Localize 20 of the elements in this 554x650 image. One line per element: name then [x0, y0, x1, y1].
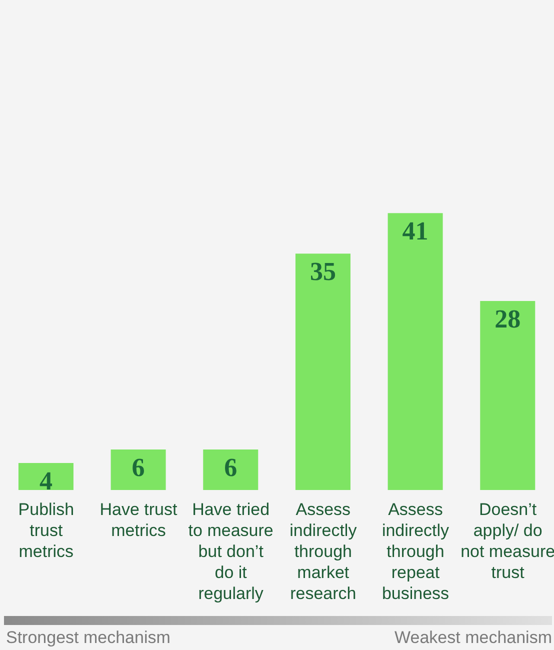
data-label: 6: [132, 452, 145, 482]
text: Weakest mechanism: [394, 628, 552, 648]
bar: [295, 254, 350, 490]
data-label: 6: [224, 452, 238, 482]
data-label: 35: [310, 257, 336, 286]
bar: [18, 462, 74, 490]
bar: [203, 449, 258, 490]
bar: [388, 213, 443, 490]
x-tick-label: Doesn’t apply/ do not measure trust: [460, 500, 554, 582]
x-tick-label: Have tried to measure but don’t do it regularly: [188, 500, 274, 603]
x-tick-label: Have trust metrics: [100, 500, 178, 540]
data-label: 41: [402, 216, 428, 246]
text: Strongest mechanism: [6, 628, 170, 648]
x-tick-label: Publish trust metrics: [18, 500, 74, 561]
data-label: 4: [39, 466, 52, 496]
bar: [110, 449, 166, 490]
data-label: 28: [494, 304, 521, 334]
x-tick-label: Assess indirectly through market research: [290, 500, 358, 603]
x-tick-label: Assess indirectly through repeat business: [382, 500, 450, 603]
bar: [480, 300, 536, 490]
